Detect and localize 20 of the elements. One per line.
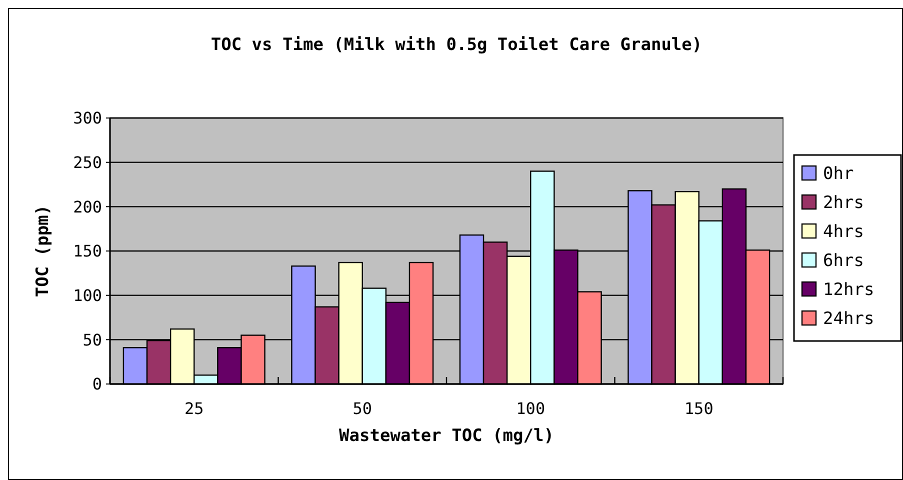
legend-label: 2hrs (823, 192, 864, 213)
y-tick-label: 300 (73, 108, 102, 128)
x-tick-label: 50 (352, 399, 372, 418)
legend-label: 6hrs (823, 250, 864, 271)
legend-label: 4hrs (823, 222, 864, 242)
y-tick-label: 250 (73, 152, 102, 172)
x-tick-label: 25 (184, 399, 204, 418)
legend-label: 0hr (823, 164, 854, 184)
y-tick-label: 200 (73, 197, 102, 216)
y-axis-title: TOC (ppm) (33, 204, 53, 298)
chart-title: TOC vs Time (Milk with 0.5g Toilet Care Granule) (210, 35, 702, 55)
y-tick-label: 150 (73, 242, 102, 261)
y-tick-label: 100 (73, 286, 102, 305)
x-tick-label: 100 (516, 399, 546, 418)
y-tick-label: 50 (82, 330, 102, 350)
legend-label: 12hrs (823, 280, 874, 300)
x-tick-label: 150 (684, 399, 714, 418)
legend-label: 24hrs (823, 308, 874, 329)
y-tick-label: 0 (92, 374, 102, 394)
x-axis-title: Wastewater TOC (mg/l) (339, 426, 554, 446)
